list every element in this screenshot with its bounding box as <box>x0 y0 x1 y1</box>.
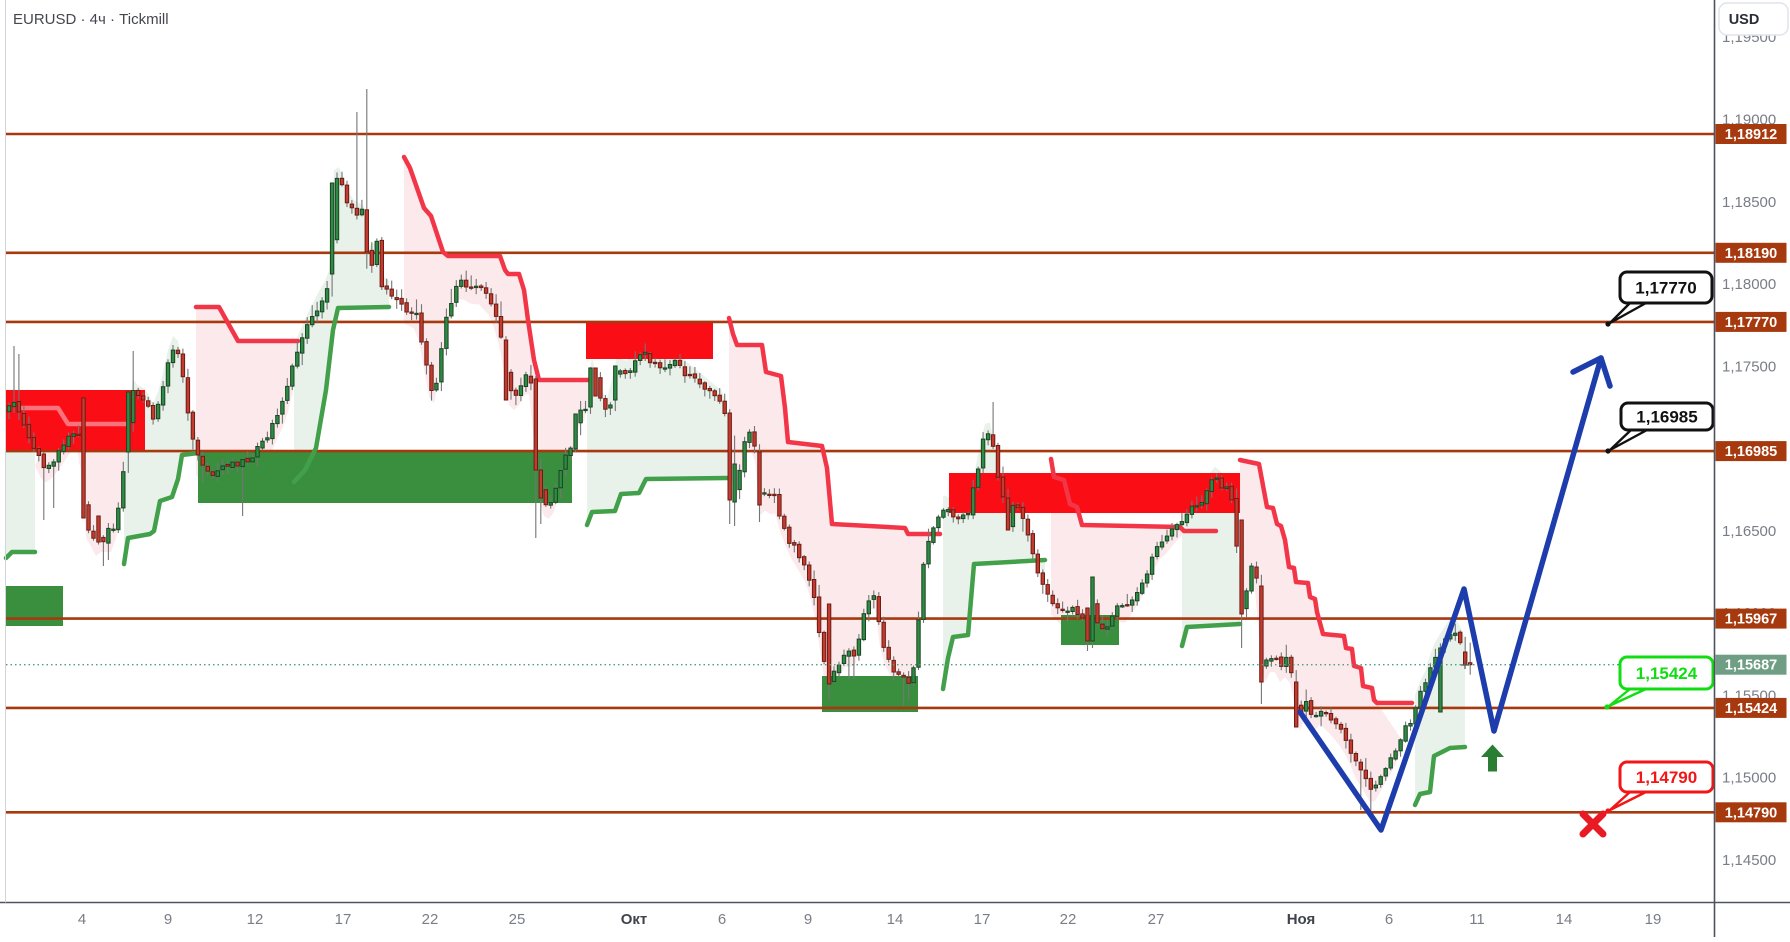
svg-text:1,15687: 1,15687 <box>1725 658 1777 674</box>
svg-text:1,18500: 1,18500 <box>1722 194 1776 211</box>
svg-text:27: 27 <box>1148 911 1165 928</box>
svg-text:1,15424: 1,15424 <box>1636 664 1698 683</box>
svg-text:9: 9 <box>164 911 172 928</box>
svg-text:1,16500: 1,16500 <box>1722 523 1776 540</box>
svg-text:1,14500: 1,14500 <box>1722 852 1776 869</box>
svg-text:25: 25 <box>509 911 526 928</box>
svg-text:12: 12 <box>247 911 264 928</box>
svg-text:22: 22 <box>1060 911 1077 928</box>
svg-text:17: 17 <box>974 911 991 928</box>
svg-text:1,16985: 1,16985 <box>1636 408 1697 427</box>
svg-text:9: 9 <box>804 911 812 928</box>
svg-text:1,17770: 1,17770 <box>1635 279 1696 298</box>
svg-text:1,14790: 1,14790 <box>1725 805 1777 821</box>
svg-text:6: 6 <box>718 911 726 928</box>
svg-text:14: 14 <box>887 911 904 928</box>
svg-text:USD: USD <box>1729 12 1760 28</box>
svg-text:EURUSD · 4ч · Tickmill: EURUSD · 4ч · Tickmill <box>13 11 169 28</box>
svg-text:1,16985: 1,16985 <box>1725 444 1777 460</box>
svg-text:1,15424: 1,15424 <box>1725 701 1777 717</box>
svg-text:1,15967: 1,15967 <box>1725 612 1777 628</box>
svg-text:1,18190: 1,18190 <box>1725 246 1777 262</box>
svg-text:14: 14 <box>1556 911 1573 928</box>
svg-text:11: 11 <box>1469 911 1485 928</box>
svg-text:1,17500: 1,17500 <box>1722 358 1776 375</box>
svg-text:19: 19 <box>1645 911 1662 928</box>
svg-text:22: 22 <box>422 911 439 928</box>
svg-text:6: 6 <box>1385 911 1393 928</box>
svg-text:1,17770: 1,17770 <box>1725 315 1777 331</box>
svg-text:1,14790: 1,14790 <box>1636 768 1697 787</box>
svg-text:1,18000: 1,18000 <box>1722 276 1776 293</box>
svg-text:Окт: Окт <box>621 911 648 928</box>
svg-text:Ноя: Ноя <box>1287 911 1316 928</box>
svg-text:1,18912: 1,18912 <box>1725 127 1777 143</box>
svg-text:4: 4 <box>78 911 86 928</box>
svg-text:17: 17 <box>335 911 352 928</box>
svg-text:1,15000: 1,15000 <box>1722 770 1776 787</box>
